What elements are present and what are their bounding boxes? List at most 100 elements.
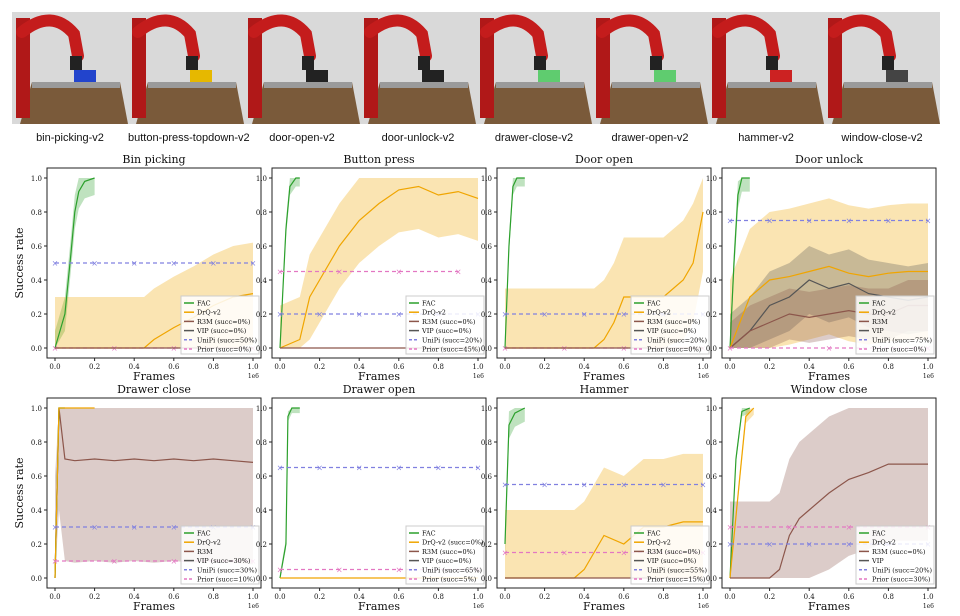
series-marker: × bbox=[91, 523, 98, 532]
series-marker: × bbox=[786, 523, 793, 532]
y-tick-label: 0.8 bbox=[706, 439, 717, 447]
series-marker: × bbox=[826, 344, 833, 353]
series-marker: × bbox=[250, 259, 257, 268]
y-tick-label: 0.4 bbox=[256, 277, 268, 285]
legend-entry: VIP bbox=[871, 327, 884, 335]
series-marker: × bbox=[395, 310, 402, 319]
series-line-fac bbox=[54, 177, 95, 349]
series-marker: × bbox=[336, 268, 343, 277]
task-thumbnail bbox=[824, 12, 940, 124]
legend-entry: Prior (succ=45%) bbox=[422, 346, 481, 354]
y-tick-label: 0.0 bbox=[706, 575, 717, 583]
y-tick-label: 0.8 bbox=[256, 439, 267, 447]
x-axis-label: Frames bbox=[133, 600, 175, 613]
y-tick-label: 1.0 bbox=[256, 175, 267, 183]
y-tick-label: 0.0 bbox=[481, 575, 492, 583]
chart-title: Door open bbox=[575, 153, 633, 166]
x-tick-label: 0.4 bbox=[354, 363, 366, 371]
x-tick-label: 1.0 bbox=[922, 363, 933, 371]
legend-entry: UniPi (succ=65%) bbox=[422, 566, 482, 574]
series-marker: × bbox=[210, 259, 217, 268]
series-marker: × bbox=[170, 259, 177, 268]
legend-entry: UniPi (succ=55%) bbox=[647, 566, 707, 574]
series-line-drq bbox=[505, 521, 703, 579]
y-tick-label: 0.8 bbox=[481, 209, 492, 217]
x-tick-label: 0.6 bbox=[843, 593, 855, 601]
x-tick-label: 0.0 bbox=[499, 593, 510, 601]
series-line-drq bbox=[729, 407, 755, 579]
legend-entry: Prior (succ=0%) bbox=[872, 346, 927, 354]
legend-entry: UniPi (succ=75%) bbox=[872, 336, 932, 344]
chart-title: Door unlock bbox=[795, 153, 863, 166]
series-marker: × bbox=[502, 549, 509, 558]
legend-box bbox=[180, 525, 260, 585]
y-tick-label: 0.4 bbox=[256, 507, 268, 515]
series-marker: × bbox=[277, 566, 284, 575]
x-multiplier: 1e6 bbox=[698, 603, 709, 610]
y-tick-label: 0.2 bbox=[481, 311, 492, 319]
series-band-fac bbox=[55, 178, 95, 348]
series-marker: × bbox=[356, 310, 363, 319]
y-tick-label: 1.0 bbox=[31, 175, 42, 183]
series-line-fac bbox=[504, 177, 525, 349]
legend-entry: DrQ-v2 bbox=[647, 309, 671, 317]
chart-title: Drawer close bbox=[117, 383, 191, 396]
series-marker: × bbox=[131, 259, 138, 268]
y-tick-label: 0.2 bbox=[31, 311, 42, 319]
x-tick-label: 0.4 bbox=[129, 363, 141, 371]
legend-entry: VIP bbox=[871, 557, 884, 565]
task-label: drawer-open-v2 bbox=[611, 132, 689, 144]
task-label: drawer-close-v2 bbox=[494, 132, 574, 144]
x-multiplier: 1e6 bbox=[923, 373, 934, 380]
x-tick-label: 0.2 bbox=[89, 593, 100, 601]
series-marker: × bbox=[52, 557, 59, 566]
y-tick-label: 0.8 bbox=[31, 439, 42, 447]
x-tick-label: 0.6 bbox=[618, 593, 630, 601]
legend-box bbox=[405, 525, 485, 585]
y-tick-label: 0.4 bbox=[706, 277, 718, 285]
chart-title: Bin picking bbox=[122, 153, 185, 166]
series-marker: × bbox=[52, 523, 59, 532]
series-marker: × bbox=[806, 540, 813, 549]
x-tick-label: 1.0 bbox=[922, 593, 933, 601]
task-label: hammer-v2 bbox=[738, 132, 794, 144]
x-axis-label: Frames bbox=[808, 600, 850, 613]
y-tick-label: 0.8 bbox=[481, 439, 492, 447]
series-marker: × bbox=[845, 523, 852, 532]
legend-entry: FAC bbox=[422, 530, 436, 538]
x-tick-label: 0.2 bbox=[89, 363, 100, 371]
legend-entry: FAC bbox=[197, 300, 211, 308]
x-tick-label: 0.0 bbox=[499, 363, 510, 371]
y-tick-label: 0.6 bbox=[481, 243, 493, 251]
series-line-drq bbox=[54, 407, 95, 579]
series-marker: × bbox=[502, 481, 509, 490]
task-thumbnail bbox=[12, 12, 128, 124]
legend-entry: Prior (succ=5%) bbox=[422, 576, 477, 584]
series-line-fac bbox=[729, 407, 751, 579]
task-label: window-close-v2 bbox=[841, 132, 923, 144]
task-thumbnail bbox=[708, 12, 824, 124]
legend-entry: FAC bbox=[872, 530, 886, 538]
x-tick-label: 0.8 bbox=[883, 593, 894, 601]
x-tick-label: 0.2 bbox=[314, 593, 325, 601]
series-line-drq bbox=[279, 185, 479, 349]
series-line-r3m bbox=[730, 463, 928, 579]
legend-entry: DrQ-v2 (succ=0%) bbox=[422, 539, 484, 547]
x-tick-label: 0.6 bbox=[843, 363, 855, 371]
series-marker: × bbox=[316, 464, 323, 473]
x-tick-label: 0.2 bbox=[764, 363, 775, 371]
legend-entry: FAC bbox=[422, 300, 436, 308]
x-tick-label: 1.0 bbox=[472, 363, 483, 371]
series-marker: × bbox=[541, 481, 548, 490]
x-tick-label: 0.8 bbox=[658, 593, 669, 601]
legend-entry: R3M (succ=0%) bbox=[197, 318, 251, 326]
legend-entry: R3M bbox=[872, 318, 888, 326]
y-tick-label: 0.4 bbox=[31, 277, 43, 285]
series-marker: × bbox=[170, 523, 177, 532]
task-thumbnail bbox=[128, 12, 244, 124]
legend-box bbox=[855, 525, 935, 585]
series-marker: × bbox=[620, 310, 627, 319]
series-marker: × bbox=[885, 217, 892, 226]
series-marker: × bbox=[277, 464, 284, 473]
